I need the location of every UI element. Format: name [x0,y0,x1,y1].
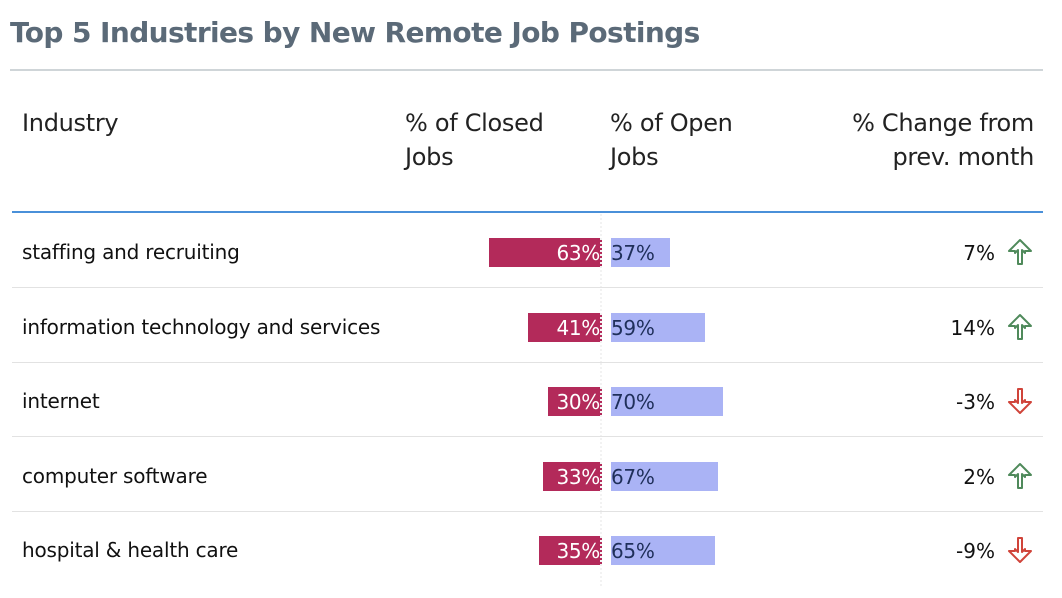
open-jobs-value: 37% [611,241,655,265]
open-jobs-bar [611,387,723,416]
change-value: 7% [963,241,995,265]
column-header-change: % Change from prev. month [852,109,1034,171]
cell-divider [600,363,602,437]
closed-jobs-bar [548,387,602,416]
industry-label: internet [22,389,100,413]
cell-divider [600,512,602,586]
closed-jobs-bar [542,461,602,491]
closed-jobs-bar [488,238,602,267]
change-value: -3% [956,390,995,414]
closed-jobs-value: 41% [556,315,600,340]
cell-divider [600,214,602,288]
open-jobs-value: 59% [611,315,655,340]
chart-title: Top 5 Industries by New Remote Job Posti… [10,16,700,49]
closed-jobs-value: 63% [556,241,600,265]
table-row: information technology and services 41% 59… [12,288,1043,363]
table-row: staffing and recruiting 63% 37% 7% [12,214,1043,288]
row-divider [12,361,1043,363]
closed-jobs-bar [539,536,602,565]
title-rule [10,69,1043,71]
open-jobs-value: 67% [611,464,655,489]
cell-divider [600,437,602,512]
header-rule [12,211,1043,213]
industry-label: information technology and services [22,314,381,339]
table-row: hospital & health care 35% 65% -9% [12,512,1043,586]
open-jobs-value: 70% [611,390,655,414]
change-value: 2% [963,464,995,489]
row-divider [12,436,1043,437]
industry-label: hospital & health care [22,538,239,562]
industry-label: staffing and recruiting [22,240,240,264]
table-row: internet 30% 70% -3% [12,363,1043,437]
industry-label: computer software [22,463,208,488]
arrow-down-icon [1008,537,1032,563]
closed-jobs-value: 35% [556,539,600,563]
cell-divider [600,288,602,363]
arrow-up-icon [1008,313,1032,340]
column-header-industry: Industry [22,109,119,137]
column-header-open-jobs: % of Open Jobs [610,109,733,171]
arrow-up-icon [1008,239,1032,265]
closed-jobs-value: 30% [556,390,600,414]
row-divider [12,510,1043,512]
open-jobs-bar [611,536,715,565]
open-jobs-bar [611,238,671,267]
closed-jobs-value: 33% [556,464,600,489]
open-jobs-value: 65% [611,539,655,563]
change-value: -9% [956,539,995,563]
arrow-down-icon [1008,388,1032,414]
closed-jobs-bar [528,312,602,342]
column-header-closed-jobs: % of Closed Jobs [405,109,544,171]
row-divider [12,287,1043,288]
open-jobs-bar [611,312,706,342]
arrow-up-icon [1008,462,1032,489]
table-row: computer software 33% 67% 2% [12,437,1043,512]
change-value: 14% [950,315,995,340]
open-jobs-bar [611,461,719,491]
